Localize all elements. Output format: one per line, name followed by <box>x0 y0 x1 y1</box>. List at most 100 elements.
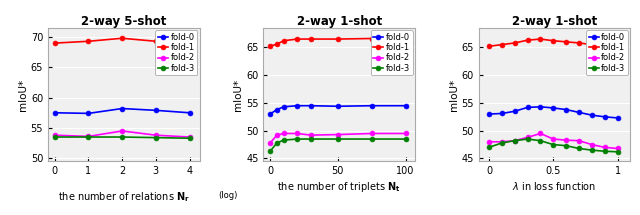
fold-0 <box>334 105 342 108</box>
fold-3 <box>563 144 570 147</box>
fold-0 <box>51 112 59 114</box>
Text: the number of relations $\mathbf{N_r}$: the number of relations $\mathbf{N_r}$ <box>58 190 190 204</box>
Title: 2-way 1-shot: 2-way 1-shot <box>296 15 382 28</box>
fold-1 <box>575 42 583 44</box>
fold-1 <box>334 38 342 40</box>
fold-3 <box>307 138 315 140</box>
fold-0 <box>402 104 410 107</box>
fold-2 <box>485 141 493 143</box>
fold-3 <box>402 138 410 140</box>
fold-2 <box>118 130 126 132</box>
Line: fold-3: fold-3 <box>268 137 408 154</box>
Legend: fold-0, fold-1, fold-2, fold-3: fold-0, fold-1, fold-2, fold-3 <box>156 31 197 75</box>
Title: 2-way 5-shot: 2-way 5-shot <box>81 15 166 28</box>
Line: fold-1: fold-1 <box>52 36 192 47</box>
fold-3 <box>118 136 126 138</box>
Y-axis label: mIoU*: mIoU* <box>18 78 28 111</box>
fold-1 <box>368 37 376 40</box>
Line: fold-2: fold-2 <box>52 129 192 140</box>
fold-2 <box>293 132 301 135</box>
fold-0 <box>563 108 570 111</box>
fold-1 <box>293 38 301 40</box>
fold-3 <box>485 146 493 149</box>
fold-3 <box>334 138 342 140</box>
fold-0 <box>118 107 126 110</box>
fold-3 <box>280 139 287 141</box>
fold-3 <box>368 138 376 140</box>
Line: fold-3: fold-3 <box>486 137 620 154</box>
fold-1 <box>524 39 531 41</box>
fold-1 <box>152 40 160 43</box>
fold-2 <box>511 139 518 142</box>
fold-2 <box>575 139 583 142</box>
fold-2 <box>368 132 376 135</box>
fold-1 <box>402 37 410 39</box>
fold-0 <box>280 106 287 108</box>
fold-1 <box>550 39 557 42</box>
X-axis label: the number of triplets $\mathbf{N_t}$: the number of triplets $\mathbf{N_t}$ <box>277 180 401 194</box>
fold-3 <box>614 150 621 153</box>
fold-3 <box>293 138 301 140</box>
fold-2 <box>266 142 274 144</box>
fold-0 <box>511 110 518 113</box>
fold-2 <box>51 134 59 137</box>
Legend: fold-0, fold-1, fold-2, fold-3: fold-0, fold-1, fold-2, fold-3 <box>586 31 628 75</box>
fold-2 <box>334 133 342 136</box>
fold-3 <box>498 142 506 144</box>
fold-0 <box>266 113 274 115</box>
fold-0 <box>536 106 544 108</box>
Line: fold-0: fold-0 <box>486 104 620 120</box>
Line: fold-3: fold-3 <box>52 135 192 141</box>
fold-3 <box>51 136 59 138</box>
Line: fold-2: fold-2 <box>268 131 408 145</box>
fold-3 <box>524 138 531 140</box>
fold-2 <box>273 134 281 137</box>
fold-0 <box>614 117 621 119</box>
fold-0 <box>550 107 557 109</box>
fold-3 <box>575 147 583 150</box>
Line: fold-1: fold-1 <box>268 35 408 49</box>
Line: fold-1: fold-1 <box>486 37 620 50</box>
fold-1 <box>266 45 274 48</box>
fold-3 <box>550 143 557 146</box>
fold-1 <box>614 46 621 49</box>
fold-0 <box>84 112 92 115</box>
fold-1 <box>51 42 59 44</box>
fold-3 <box>273 142 281 144</box>
fold-0 <box>575 111 583 114</box>
fold-0 <box>152 109 160 112</box>
fold-0 <box>498 112 506 115</box>
fold-3 <box>266 150 274 153</box>
fold-0 <box>273 108 281 111</box>
fold-1 <box>588 43 596 46</box>
fold-2 <box>280 132 287 135</box>
fold-0 <box>588 114 596 117</box>
fold-0 <box>524 106 531 109</box>
fold-1 <box>563 41 570 43</box>
fold-1 <box>118 37 126 40</box>
fold-1 <box>498 43 506 46</box>
fold-2 <box>563 139 570 141</box>
fold-0 <box>601 115 609 118</box>
fold-3 <box>588 149 596 151</box>
fold-0 <box>293 104 301 107</box>
fold-0 <box>485 113 493 115</box>
fold-0 <box>368 104 376 107</box>
fold-3 <box>536 139 544 142</box>
fold-3 <box>601 150 609 153</box>
fold-1 <box>307 38 315 40</box>
fold-2 <box>402 132 410 135</box>
Line: fold-0: fold-0 <box>52 106 192 116</box>
fold-1 <box>84 40 92 43</box>
Y-axis label: mIoU*: mIoU* <box>449 78 459 111</box>
Line: fold-2: fold-2 <box>486 131 620 151</box>
fold-1 <box>536 38 544 40</box>
fold-2 <box>536 132 544 135</box>
fold-1 <box>485 45 493 48</box>
fold-1 <box>280 39 287 42</box>
fold-2 <box>614 147 621 150</box>
fold-2 <box>601 146 609 149</box>
fold-2 <box>307 134 315 137</box>
fold-1 <box>186 43 193 46</box>
fold-3 <box>84 136 92 138</box>
